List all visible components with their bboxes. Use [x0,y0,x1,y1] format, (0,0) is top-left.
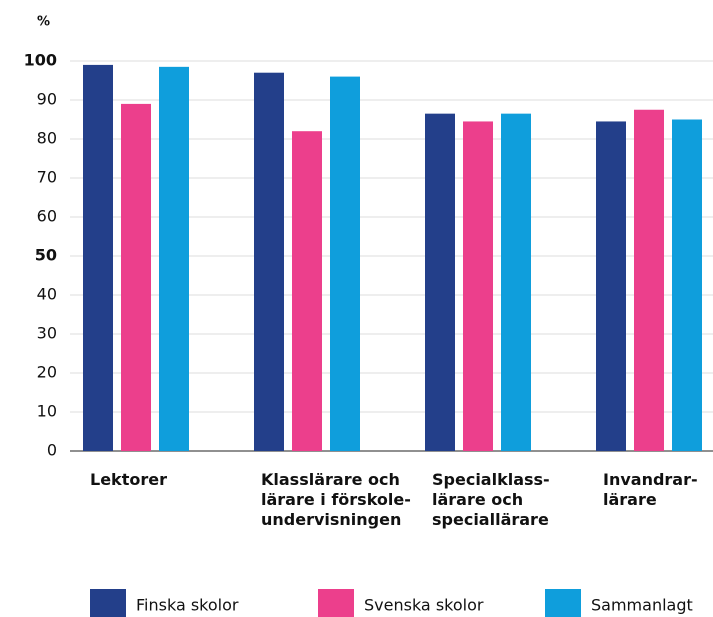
bar [634,109,664,451]
bar [159,66,189,451]
x-tick-label: Lektorer [90,470,167,489]
y-tick-label: 70 [37,168,57,187]
legend-swatch [545,589,581,617]
y-tick-label: 30 [37,324,57,343]
y-tick-label: 50 [35,246,57,265]
legend-label: Svenska skolor [364,596,484,615]
y-tick-label: 0 [47,441,57,460]
legend-label: Finska skolor [136,596,239,615]
y-tick-label: 80 [37,129,57,148]
bar [501,113,531,452]
y-axis-label: % [37,15,50,30]
bar [83,64,113,452]
x-tick-label: Specialklass- lärare och speciallärare [432,470,550,529]
bar [425,113,455,452]
bar [292,131,322,451]
y-tick-label: 60 [37,207,57,226]
bar [596,121,626,451]
bar [463,121,493,451]
bar [121,103,151,452]
legend-label: Sammanlagt [591,596,693,615]
y-tick-label: 20 [37,363,57,382]
legend-swatch [90,589,126,617]
x-tick-label: Invandrar- lärare [603,470,698,509]
x-tick-label: Klasslärare och lärare i förskole- under… [261,470,411,529]
bar [254,72,284,451]
y-tick-label: 90 [37,90,57,109]
y-tick-label: 100 [24,51,57,70]
bar [672,119,702,451]
bar [330,76,360,451]
legend-swatch [318,589,354,617]
y-tick-label: 10 [37,402,57,421]
y-tick-label: 40 [37,285,57,304]
